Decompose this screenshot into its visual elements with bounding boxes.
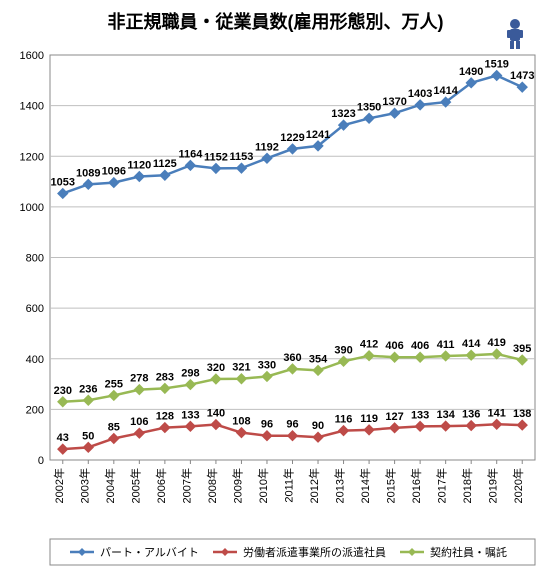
data-point-label: 90: [312, 420, 324, 432]
x-tick-label: 2015年: [384, 468, 398, 503]
x-tick-label: 2010年: [256, 468, 270, 503]
data-point-label: 255: [105, 378, 123, 390]
data-point-label: 230: [54, 385, 72, 397]
data-point-label: 1164: [178, 148, 203, 160]
chart-container: 非正規職員・従業員数(雇用形態別、万人) 0 200 400 600 800 1000 120…: [0, 0, 551, 570]
data-point-label: 1370: [382, 96, 406, 108]
y-tick-label: 200: [26, 404, 44, 416]
data-point-label: 1414: [433, 85, 458, 97]
y-tick-label: 1200: [20, 151, 44, 163]
data-point-label: 1153: [230, 151, 254, 163]
data-point-label: 96: [261, 419, 273, 431]
data-point-label: 1229: [280, 132, 304, 144]
data-point-label: 406: [411, 340, 429, 352]
x-tick-label: 2020年: [511, 468, 525, 503]
data-point-label: 1192: [255, 141, 279, 153]
data-point-label: 96: [286, 419, 298, 431]
y-tick-label: 800: [26, 253, 44, 265]
data-point-label: 320: [207, 362, 225, 374]
data-point-label: 395: [513, 343, 531, 355]
chart-title: 非正規職員・従業員数(雇用形態別、万人): [108, 11, 444, 32]
data-point-label: 1120: [127, 160, 151, 172]
x-tick-label: 2008年: [205, 468, 219, 503]
x-tick-label: 2016年: [409, 468, 423, 503]
data-point-label: 278: [130, 373, 148, 385]
legend-label: パート・アルバイト: [100, 546, 199, 559]
x-tick-label: 2007年: [179, 468, 193, 503]
data-point-label: 138: [513, 408, 531, 420]
x-tick-label: 2005年: [128, 468, 142, 503]
data-point-label: 50: [82, 430, 94, 442]
y-tick-label: 1000: [20, 202, 44, 214]
data-point-label: 133: [181, 409, 199, 421]
data-point-label: 1403: [408, 88, 432, 100]
data-point-label: 1350: [357, 101, 381, 113]
y-tick-label: 0: [38, 455, 44, 467]
x-tick-label: 2002年: [52, 468, 66, 503]
legend-label: 労働者派遣事業所の派遣社員: [243, 545, 386, 559]
data-point-label: 330: [258, 359, 276, 371]
data-point-label: 133: [411, 409, 429, 421]
x-tick-label: 2004年: [103, 468, 117, 503]
data-point-label: 419: [488, 337, 506, 349]
data-point-label: 1241: [306, 129, 330, 141]
data-point-label: 236: [79, 383, 97, 395]
x-tick-label: 2012年: [307, 468, 321, 503]
data-point-label: 283: [156, 371, 174, 383]
data-point-label: 1473: [510, 70, 534, 82]
x-tick-label: 2003年: [77, 468, 91, 503]
data-point-label: 390: [334, 344, 352, 356]
data-point-label: 43: [57, 432, 69, 444]
x-tick-label: 2014年: [358, 468, 372, 503]
data-point-label: 1519: [484, 59, 508, 71]
data-point-label: 412: [360, 339, 378, 351]
x-tick-label: 2006年: [154, 468, 168, 503]
legend-label: 契約社員・嘱託: [430, 545, 507, 559]
data-point-label: 106: [130, 416, 148, 428]
data-point-label: 1323: [331, 108, 355, 120]
data-point-label: 406: [385, 340, 403, 352]
y-tick-label: 1600: [20, 50, 44, 62]
y-tick-label: 1400: [20, 101, 44, 113]
data-point-label: 140: [207, 408, 225, 420]
data-point-label: 85: [108, 421, 120, 433]
data-point-label: 1096: [102, 166, 126, 178]
data-point-label: 1152: [204, 151, 228, 163]
data-point-label: 116: [335, 414, 353, 426]
data-point-label: 1053: [51, 176, 75, 188]
y-tick-label: 600: [26, 303, 44, 315]
data-point-label: 360: [283, 352, 301, 364]
data-point-label: 136: [462, 409, 480, 421]
x-tick-label: 2009年: [230, 468, 244, 503]
y-tick-label: 400: [26, 354, 44, 366]
data-point-label: 128: [156, 411, 174, 423]
data-point-label: 141: [488, 407, 506, 419]
data-point-label: 411: [437, 339, 455, 351]
x-tick-label: 2017年: [435, 468, 449, 503]
data-point-label: 127: [385, 411, 403, 423]
data-point-label: 119: [360, 413, 378, 425]
line-chart: 非正規職員・従業員数(雇用形態別、万人) 0 200 400 600 800 1000 120…: [0, 0, 551, 570]
x-tick-label: 2018年: [460, 468, 474, 503]
data-point-label: 1490: [459, 66, 483, 78]
data-point-label: 1089: [76, 167, 100, 179]
data-point-label: 354: [309, 353, 328, 365]
data-point-label: 134: [436, 409, 455, 421]
data-point-label: 108: [232, 416, 250, 428]
data-point-label: 321: [232, 362, 250, 374]
data-point-label: 298: [181, 368, 199, 380]
data-point-label: 1125: [153, 158, 177, 170]
x-tick-label: 2013年: [333, 468, 347, 503]
x-tick-label: 2011年: [282, 468, 296, 503]
data-point-label: 414: [462, 338, 481, 350]
x-tick-label: 2019年: [486, 468, 500, 503]
